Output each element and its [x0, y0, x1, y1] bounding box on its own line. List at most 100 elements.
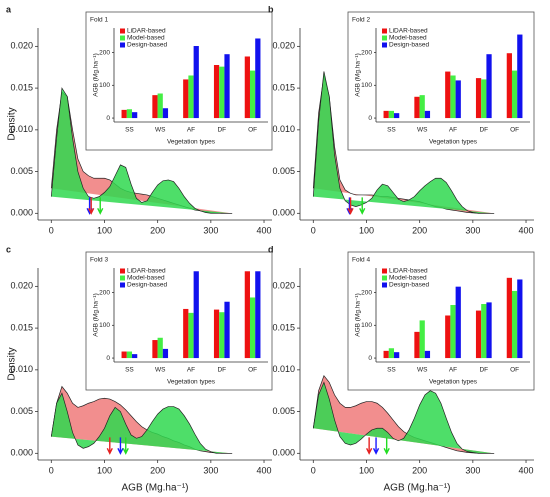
bar [244, 56, 250, 119]
bar [193, 271, 199, 359]
density-area [312, 71, 495, 214]
density-area [312, 75, 495, 214]
panel: c Density AGB (Mg.ha⁻¹) 0.000 0.005 0.010 0.01… [6, 244, 273, 494]
bar [511, 70, 518, 119]
y-tick-label: 0.005 [10, 406, 33, 416]
bar [455, 80, 461, 119]
bar [121, 109, 127, 119]
bar [414, 331, 420, 359]
inset-frame [347, 11, 535, 151]
inset-title: Fold 3 [90, 257, 108, 264]
inset-y-label: AGB (Mg.ha⁻¹) [355, 53, 362, 97]
bar [157, 93, 163, 119]
bar [424, 110, 431, 119]
legend-label: Design-based [127, 282, 167, 289]
inset-y-tick-label: 200 [361, 49, 372, 56]
y-tick-label: 0.000 [10, 448, 33, 458]
legend-swatch [120, 282, 125, 288]
mean-arrow [122, 437, 129, 455]
mean-arrow [97, 197, 104, 215]
bar [419, 320, 425, 359]
x-tick-label: 200 [150, 465, 165, 475]
bar [152, 340, 158, 359]
inset-y-tick-label: 0 [368, 115, 372, 122]
legend-swatch [120, 28, 125, 34]
x-tick-label: 100 [97, 225, 112, 235]
inset-category-label: SS [387, 127, 396, 134]
inset-y-tick-label: 100 [99, 322, 110, 329]
inset-y-label: AGB (Mg.ha⁻¹) [93, 53, 100, 97]
bar [162, 348, 169, 359]
bar [132, 112, 138, 119]
legend-label: Model-based [389, 275, 427, 282]
bar [450, 75, 456, 119]
y-tick-label: 0.015 [272, 322, 295, 332]
x-axis-label: AGB (Mg.ha⁻¹) [384, 483, 451, 494]
inset-category-label: OF [510, 367, 519, 374]
bar [213, 65, 220, 119]
inset-category-label: DF [479, 127, 488, 134]
x-tick-label: 300 [203, 225, 218, 235]
legend-label: LiDAR-based [389, 268, 428, 275]
bar [388, 110, 395, 119]
bar [414, 96, 420, 119]
bar [224, 54, 230, 119]
y-tick-label: 0.010 [10, 364, 33, 374]
inset-category-label: AF [449, 367, 457, 374]
panel-label: d [268, 244, 274, 254]
bar [394, 113, 400, 119]
bar [506, 53, 512, 119]
panel-label: c [6, 244, 11, 254]
y-tick-label: 0.000 [10, 208, 33, 218]
inset-y-tick-label: 0 [106, 355, 110, 362]
x-tick-label: 200 [412, 225, 427, 235]
y-tick-label: 0.005 [10, 166, 33, 176]
legend-label: Design-based [127, 42, 167, 49]
bar [486, 54, 492, 119]
y-axis-label: Density [7, 107, 18, 140]
bar [249, 297, 256, 359]
x-tick-label: 100 [359, 225, 374, 235]
bar [255, 271, 261, 359]
bar [517, 279, 523, 359]
legend-swatch [382, 282, 387, 288]
bar [132, 354, 138, 359]
panel: b 0.000 0.005 0.010 0.015 0.020 0 100 200 300 400 F… [268, 4, 535, 235]
x-tick-label: 0 [311, 225, 316, 235]
y-tick-label: 0.010 [10, 124, 33, 134]
y-tick-label: 0.000 [272, 448, 295, 458]
mean-arrow [117, 437, 124, 455]
density-area [312, 381, 495, 454]
density-area [50, 385, 233, 454]
panel: d AGB (Mg.ha⁻¹) 0.000 0.005 0.010 0.015 0.020 0… [268, 244, 535, 494]
legend-label: LiDAR-based [127, 28, 166, 35]
legend-swatch [120, 268, 125, 274]
y-tick-label: 0.010 [272, 364, 295, 374]
bar [183, 308, 189, 359]
x-tick-label: 200 [412, 465, 427, 475]
bar [383, 350, 389, 359]
inset-title: Fold 2 [352, 17, 370, 24]
bar [481, 304, 487, 359]
inset-category-label: AF [187, 127, 195, 134]
bar [394, 352, 400, 359]
inset-category-label: SS [387, 367, 396, 374]
y-tick-label: 0.000 [272, 208, 295, 218]
bar [244, 271, 250, 359]
mean-arrow [88, 197, 95, 215]
mean-arrow [106, 437, 113, 455]
bar [121, 351, 127, 359]
y-tick-label: 0.005 [272, 166, 295, 176]
inset-x-label: Vegetation types [167, 139, 216, 146]
density-area [50, 87, 233, 214]
y-tick-label: 0.020 [10, 281, 33, 291]
bar [152, 95, 158, 119]
legend-label: Design-based [389, 282, 429, 289]
bar [224, 301, 230, 359]
legend-label: Design-based [389, 42, 429, 49]
y-tick-label: 0.015 [10, 322, 33, 332]
y-tick-label: 0.020 [272, 41, 295, 51]
y-axis-label: Density [7, 347, 18, 380]
inset-category-label: WS [417, 367, 428, 374]
